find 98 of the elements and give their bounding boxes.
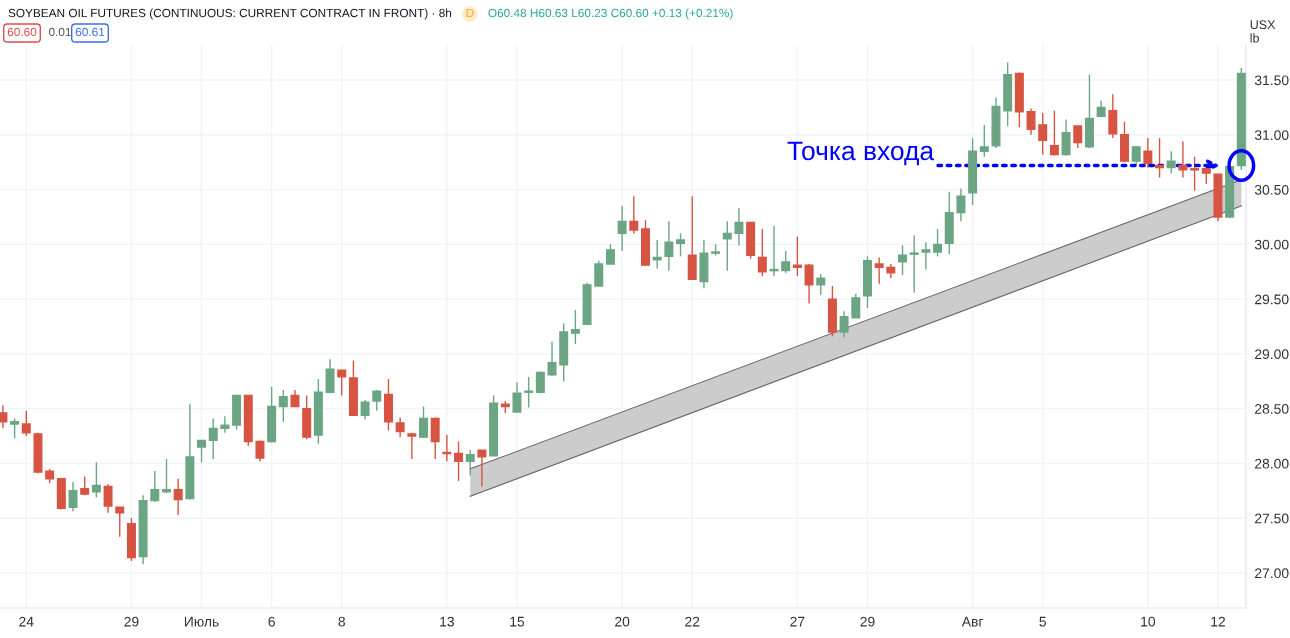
candlestick [0, 404, 8, 430]
candlestick [1143, 137, 1153, 169]
candlestick [197, 439, 207, 464]
text: D [466, 8, 474, 18]
candlestick [570, 309, 580, 345]
candlestick [103, 483, 113, 514]
candlestick [781, 250, 791, 274]
x-tick-label: 8 [338, 616, 345, 627]
candlestick [337, 369, 347, 397]
annotation: Точка входа [787, 141, 935, 166]
candlestick [617, 205, 627, 252]
candlestick [278, 389, 288, 423]
candlestick [407, 432, 417, 460]
y-tick-label: 27.50 [1255, 513, 1289, 524]
candlestick [909, 234, 919, 294]
candlestick [208, 417, 218, 460]
text: 60.60 [7, 27, 37, 37]
y-tick-label: 30.50 [1254, 184, 1289, 195]
candlestick [1073, 125, 1083, 149]
candlestick [512, 381, 522, 413]
candlestick [757, 228, 767, 277]
candlestick [1026, 107, 1036, 136]
candlestick [804, 263, 814, 305]
candlestick [21, 410, 31, 437]
candlestick [792, 235, 802, 277]
x-tick-label: 12 [1211, 616, 1225, 627]
y-tick-label: 27.00 [1255, 568, 1289, 579]
candlestick [1155, 137, 1165, 179]
candlestick [664, 220, 674, 272]
x-tick-label: 6 [268, 616, 275, 627]
candlestick [1061, 118, 1071, 157]
candlestick [173, 478, 183, 516]
candlestick [839, 310, 849, 339]
y-tick-label: 30.00 [1254, 239, 1289, 250]
candlestick [979, 124, 989, 158]
candlestick [652, 239, 662, 270]
y-tick-label: 29.00 [1255, 349, 1289, 360]
x-tick-label: Июль [184, 616, 219, 627]
y-tick-label: 31.50 [1254, 75, 1289, 86]
chart-title: SOYBEAN OIL FUTURES (CONTINUOUS: CURRENT CONTRACT IN FRONT) · 8h [8, 8, 452, 20]
candlestick [921, 241, 931, 271]
x-tick-label: 24 [19, 616, 34, 627]
candlestick [442, 434, 452, 462]
candlestick [734, 207, 744, 247]
y-tick-label: 31.00 [1254, 130, 1289, 140]
candlestick [477, 449, 487, 488]
candlestick [547, 341, 557, 377]
x-tick-label: 27 [790, 616, 805, 627]
candlestick [115, 506, 125, 538]
candlestick [255, 439, 265, 462]
x-tick-label: 29 [124, 616, 139, 627]
candlestick [91, 461, 101, 499]
x-tick-label: Авг [961, 616, 984, 627]
x-tick-label: 10 [1141, 616, 1156, 627]
candlestick [430, 416, 440, 460]
y-axis-title: USX lb [1250, 20, 1276, 43]
candlestick [933, 228, 943, 258]
y-tick-label: 28.00 [1255, 458, 1289, 469]
candlestick [68, 481, 78, 513]
candlestick [816, 273, 826, 296]
candlestick [325, 358, 335, 395]
candlestick [161, 458, 171, 494]
candlestick [1108, 93, 1118, 139]
candlestick [454, 440, 464, 482]
y-tick-label: 28.50 [1255, 403, 1289, 414]
x-tick-label: 5 [1039, 616, 1046, 627]
candlestick [10, 417, 20, 439]
candlestick [360, 399, 370, 421]
candlestick [372, 389, 382, 412]
x-tick-label: 20 [615, 616, 630, 627]
candlestick [419, 405, 429, 439]
candlestick [220, 415, 230, 434]
candlestick [594, 260, 604, 287]
x-tick-label: 15 [510, 616, 525, 627]
candlestick [395, 416, 405, 438]
candlestick [1190, 156, 1200, 192]
chart-subtitle: O60.48 H60.63 L60.23 C60.60 +0.13 (+0.21%) [488, 8, 733, 20]
candlestick [524, 376, 534, 409]
candlestick [956, 187, 966, 223]
candlestick [851, 292, 861, 319]
candlestick [1166, 150, 1176, 174]
candlestick [676, 232, 686, 258]
candlestick [629, 195, 639, 235]
candlestick [605, 243, 615, 265]
candlestick [1049, 110, 1059, 157]
x-tick-label: 22 [685, 616, 700, 627]
candlestick [722, 220, 732, 272]
text: 0.01 [48, 27, 71, 37]
candlestick [1038, 112, 1048, 156]
y-tick-label: 29.50 [1255, 294, 1289, 305]
candlestick [898, 244, 908, 276]
x-tick-label: 13 [440, 616, 454, 627]
candlestick [150, 470, 160, 503]
text: 60.61 [75, 27, 105, 37]
x-tick-label: 29 [860, 616, 875, 627]
candlestick [1178, 140, 1188, 179]
candlestick [874, 256, 884, 285]
candlestick [465, 449, 475, 477]
